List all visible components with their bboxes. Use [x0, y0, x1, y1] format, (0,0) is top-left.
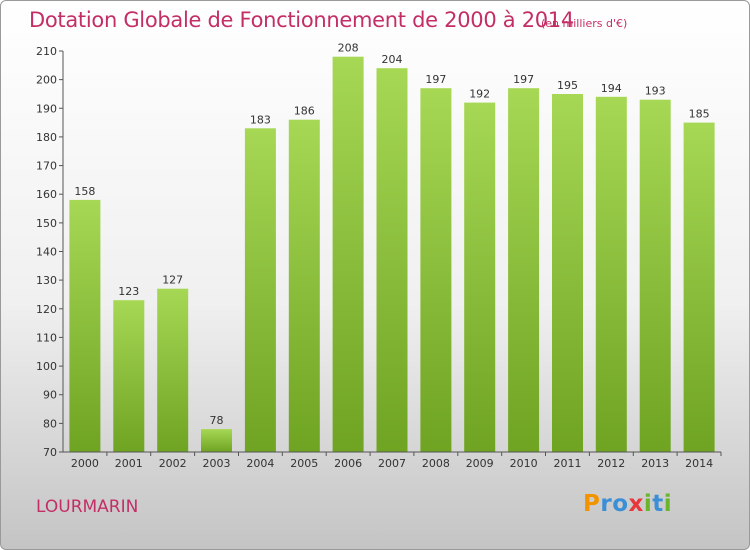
- data-label-2014: 185: [689, 108, 710, 121]
- y-tick-label-170: 170: [36, 160, 57, 173]
- bar-2014: [683, 122, 715, 452]
- axes-layer: 2000 2001 2002 2003 2004 2005 2006 2007 2008 2009…: [36, 45, 722, 470]
- y-tick-label-110: 110: [36, 331, 57, 344]
- x-tick-label-2011: 2011: [554, 457, 582, 470]
- y-tick-label-80: 80: [43, 417, 57, 430]
- x-tick-label-2010: 2010: [510, 457, 538, 470]
- logo-letter: o: [612, 491, 629, 517]
- bar-2001: [113, 300, 145, 452]
- x-tick-label-2007: 2007: [378, 457, 406, 470]
- logo-letter: i: [663, 491, 673, 517]
- y-tick-label-120: 120: [36, 303, 57, 316]
- x-tick-label-2004: 2004: [246, 457, 274, 470]
- data-label-2002: 127: [162, 274, 183, 287]
- x-tick-label-2009: 2009: [466, 457, 494, 470]
- logo-letter: x: [628, 491, 644, 517]
- data-label-2012: 194: [601, 82, 622, 95]
- y-tick-label-70: 70: [43, 446, 57, 459]
- bar-2004: [244, 128, 276, 453]
- x-tick-label-2003: 2003: [203, 457, 231, 470]
- data-label-2009: 192: [469, 88, 490, 101]
- logo-letter: P: [583, 491, 601, 517]
- x-tick-label-2008: 2008: [422, 457, 450, 470]
- y-tick-label-150: 150: [36, 217, 57, 230]
- y-tick-label-210: 210: [36, 45, 57, 58]
- bar-2003: [201, 429, 232, 452]
- y-tick-label-180: 180: [36, 131, 57, 144]
- data-label-2003: 78: [210, 414, 224, 427]
- y-tick-label-200: 200: [36, 74, 57, 87]
- data-label-2010: 197: [513, 73, 534, 86]
- y-tick-label-190: 190: [36, 102, 57, 115]
- bar-2011: [552, 94, 583, 452]
- data-label-2004: 183: [250, 113, 271, 126]
- bar-2009: [464, 102, 496, 452]
- x-tick-label-2013: 2013: [641, 457, 669, 470]
- data-label-2001: 123: [118, 285, 139, 298]
- bar-2005: [288, 119, 320, 452]
- bar-2006: [332, 56, 364, 452]
- x-tick-label-2001: 2001: [115, 457, 143, 470]
- bar-2002: [157, 288, 189, 452]
- y-tick-label-160: 160: [36, 188, 57, 201]
- proxiti-logo: Proxiti: [583, 491, 672, 517]
- bar-2012: [595, 96, 627, 453]
- bar-2000: [69, 199, 101, 452]
- data-label-2000: 158: [74, 185, 95, 198]
- x-tick-label-2012: 2012: [597, 457, 625, 470]
- logo-letter: t: [652, 491, 664, 517]
- data-label-2005: 186: [294, 105, 315, 118]
- y-tick-label-130: 130: [36, 274, 57, 287]
- x-tick-label-2005: 2005: [290, 457, 318, 470]
- x-tick-label-2000: 2000: [71, 457, 99, 470]
- y-tick-label-90: 90: [43, 389, 57, 402]
- logo-letter: i: [643, 491, 653, 517]
- bar-2008: [420, 88, 452, 452]
- bar-2007: [376, 68, 408, 452]
- data-label-2006: 208: [338, 42, 359, 55]
- x-tick-label-2014: 2014: [685, 457, 713, 470]
- data-label-2011: 195: [557, 79, 578, 92]
- y-tick-label-100: 100: [36, 360, 57, 373]
- y-tick-label-140: 140: [36, 246, 57, 259]
- data-label-2013: 193: [645, 85, 666, 98]
- bar-2013: [639, 99, 671, 452]
- x-tick-label-2002: 2002: [159, 457, 187, 470]
- data-label-2007: 204: [382, 53, 403, 66]
- data-label-2008: 197: [425, 73, 446, 86]
- x-tick-label-2006: 2006: [334, 457, 362, 470]
- bars-layer: 158 123 127 78 183 186 208 204 197 192 197 195 194 19…: [69, 42, 715, 453]
- chart-title: Dotation Globale de Fonctionnement de 20…: [29, 8, 574, 32]
- commune-name: LOURMARIN: [36, 497, 139, 517]
- logo-letter: r: [600, 491, 613, 517]
- bar-2010: [508, 88, 540, 452]
- chart-unit: (en milliers d'€): [541, 17, 628, 30]
